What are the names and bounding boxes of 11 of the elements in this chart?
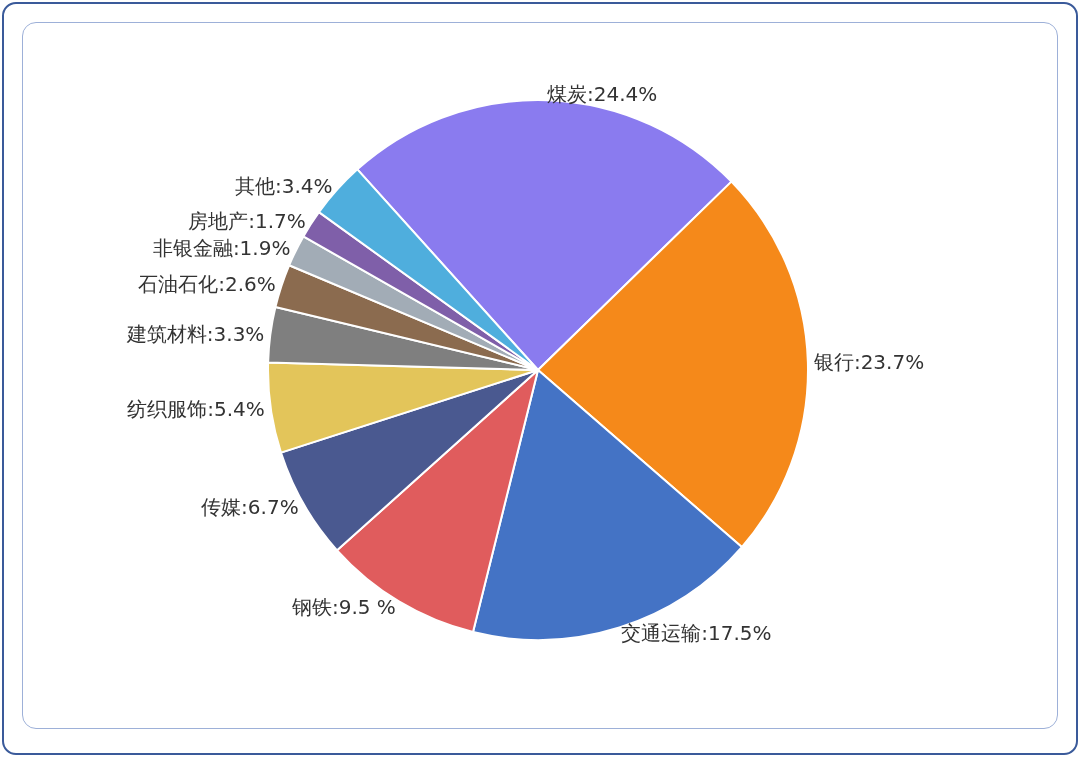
slice-label: 纺织服饰:5.4% — [127, 396, 265, 421]
slice-label: 交通运输:17.5% — [621, 621, 772, 646]
slice-label: 煤炭:24.4% — [547, 82, 658, 107]
slice-label: 建筑材料:3.3% — [125, 321, 265, 346]
slice-label: 其他:3.4% — [234, 173, 333, 198]
slice-label: 传媒:6.7% — [201, 495, 299, 520]
slice-label: 石油石化:2.6% — [138, 272, 276, 297]
slice-label: 房地产:1.7% — [188, 208, 306, 233]
slice-label: 银行:23.7% — [812, 350, 925, 375]
slice-label: 钢铁:9.5 % — [290, 594, 396, 619]
slice-label: 非银金融:1.9% — [152, 235, 291, 260]
